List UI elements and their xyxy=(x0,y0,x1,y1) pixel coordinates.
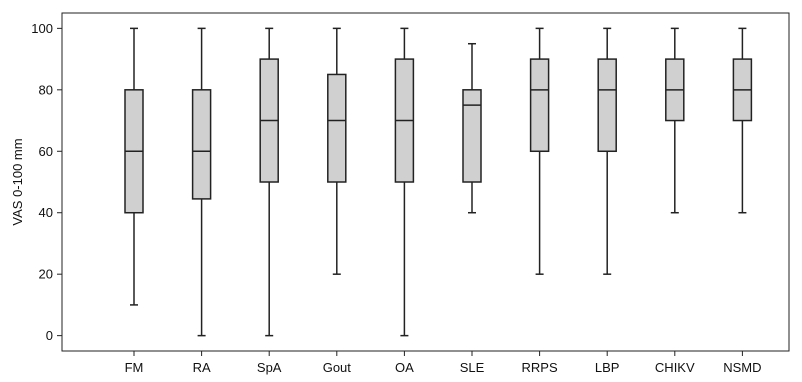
x-tick-label: RA xyxy=(193,360,211,375)
y-tick-label: 0 xyxy=(46,328,53,343)
plot-frame xyxy=(61,12,790,352)
box-rrps xyxy=(529,27,550,275)
iqr-box xyxy=(191,89,212,200)
x-tick-label: SpA xyxy=(257,360,282,375)
x-axis-ticks: FM RA SpA Gout OA SLE RRPS LBP CHIKV NSMD xyxy=(125,351,762,375)
x-tick-label: NSMD xyxy=(723,360,761,375)
iqr-box xyxy=(597,58,617,153)
y-tick-label: 80 xyxy=(39,82,53,97)
x-tick-label: RRPS xyxy=(522,360,558,375)
iqr-box xyxy=(529,58,550,153)
box-chikv xyxy=(665,27,685,214)
y-tick-label: 60 xyxy=(39,144,53,159)
box-spa xyxy=(259,27,279,337)
y-axis-ticks: 0 20 40 60 80 100 xyxy=(31,21,62,343)
y-tick-label: 20 xyxy=(39,267,53,282)
x-tick-label: LBP xyxy=(595,360,620,375)
x-tick-label: CHIKV xyxy=(655,360,695,375)
x-tick-label: FM xyxy=(125,360,144,375)
box-ra xyxy=(191,27,212,337)
y-axis-label: VAS 0-100 mm xyxy=(10,138,25,225)
y-tick-label: 40 xyxy=(39,205,53,220)
x-tick-label: OA xyxy=(395,360,414,375)
box-sle xyxy=(462,42,482,214)
box-fm xyxy=(124,27,144,306)
box-series xyxy=(124,27,753,337)
x-tick-label: Gout xyxy=(323,360,352,375)
y-tick-label: 100 xyxy=(31,21,53,36)
iqr-box xyxy=(462,89,482,183)
box-oa xyxy=(394,27,415,337)
iqr-box xyxy=(327,73,347,183)
x-tick-label: SLE xyxy=(460,360,485,375)
box-nsmd xyxy=(732,27,753,214)
box-gout xyxy=(327,27,347,275)
box-lbp xyxy=(597,27,617,275)
